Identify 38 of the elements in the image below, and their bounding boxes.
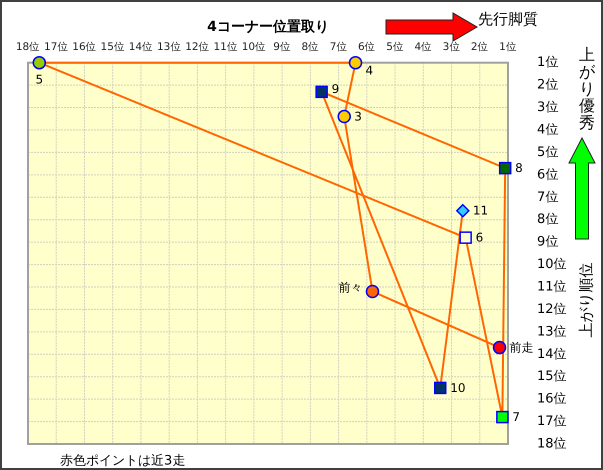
x-tick-label: 1位 (499, 41, 517, 53)
x-tick-label: 6位 (358, 41, 376, 53)
x-tick-label: 8位 (302, 41, 320, 53)
x-tick-label: 18位 (16, 41, 40, 53)
x-tick-label: 9位 (273, 41, 291, 53)
y-tick-label: 6位 (537, 167, 558, 182)
x-tick-label: 13位 (157, 41, 182, 53)
x-axis-title: 4コーナー位置取り (207, 19, 329, 35)
x-tick-label: 7位 (330, 41, 348, 53)
y-tick-label: 8位 (537, 212, 558, 228)
y-tick-label: 12位 (537, 302, 567, 317)
y-tick-label: 2位 (537, 78, 558, 93)
y-tick-label: 13位 (537, 324, 567, 340)
x-tick-label: 4位 (414, 41, 432, 53)
x-tick-label: 12位 (185, 41, 210, 53)
x-tick-label: 2位 (470, 41, 489, 53)
y-axis-title: 上がり順位 (577, 262, 595, 338)
x-tick-label: 16位 (72, 41, 97, 53)
x-tick-label: 15位 (100, 41, 125, 53)
y-tick-label: 18位 (537, 436, 567, 452)
x-tick-label: 14位 (128, 41, 154, 53)
y-tick-label: 3位 (537, 100, 558, 116)
x-tick-label: 17位 (44, 41, 68, 53)
y-tick-label: 5位 (537, 144, 558, 160)
y-tick-label: 17位 (537, 414, 567, 430)
y-tick-label: 15位 (537, 369, 567, 384)
y-tick-label: 4位 (537, 122, 558, 138)
y-tick-label: 7位 (537, 190, 558, 205)
y-tick-label: 14位 (537, 346, 567, 362)
y-tick-label: 9位 (537, 234, 558, 250)
y-tick-label: 11位 (537, 280, 567, 294)
x-tick-label: 5位 (386, 41, 404, 53)
x-tick-label: 3位 (442, 41, 460, 53)
y-tick-label: 16位 (537, 392, 567, 407)
x-tick-label: 11位 (213, 41, 238, 53)
x-tick-label: 10位 (242, 41, 266, 53)
y-tick-label: 10位 (537, 257, 567, 272)
y-tick-label: 1位 (537, 55, 558, 70)
